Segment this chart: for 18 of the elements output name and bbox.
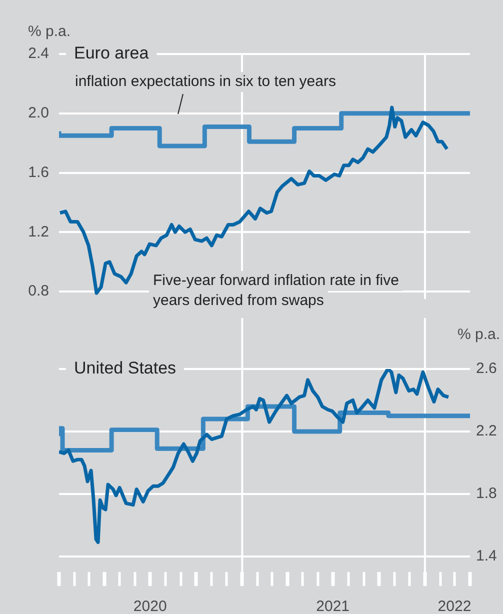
chart-title: Euro area bbox=[74, 44, 150, 63]
series-label: Five-year forward inflation rate in five years derived from swaps bbox=[153, 272, 399, 310]
y-tick-label: 0.8 bbox=[28, 282, 49, 300]
y2-tick-label: 2.6 bbox=[476, 360, 497, 378]
y-tick-label: 1.6 bbox=[28, 164, 49, 181]
y2-axis-title: % p.a. bbox=[457, 326, 500, 344]
x-tick-label: 2020 bbox=[133, 598, 167, 614]
y2-tick-label: 1.8 bbox=[476, 485, 497, 502]
x-tick-label: 2021 bbox=[316, 598, 350, 614]
y2-tick-label: 2.2 bbox=[476, 422, 497, 440]
y-tick-label: 2.4 bbox=[28, 45, 49, 62]
y-tick-label: 2.0 bbox=[28, 104, 49, 122]
series-label: inflation expectations in six to ten years bbox=[75, 73, 336, 90]
y-axis-title: % p.a. bbox=[28, 23, 71, 40]
chart-title: United States bbox=[74, 358, 176, 378]
x-tick-label: 2022 bbox=[438, 598, 472, 614]
y-tick-label: 1.2 bbox=[28, 223, 49, 240]
y2-tick-label: 1.4 bbox=[476, 548, 497, 565]
